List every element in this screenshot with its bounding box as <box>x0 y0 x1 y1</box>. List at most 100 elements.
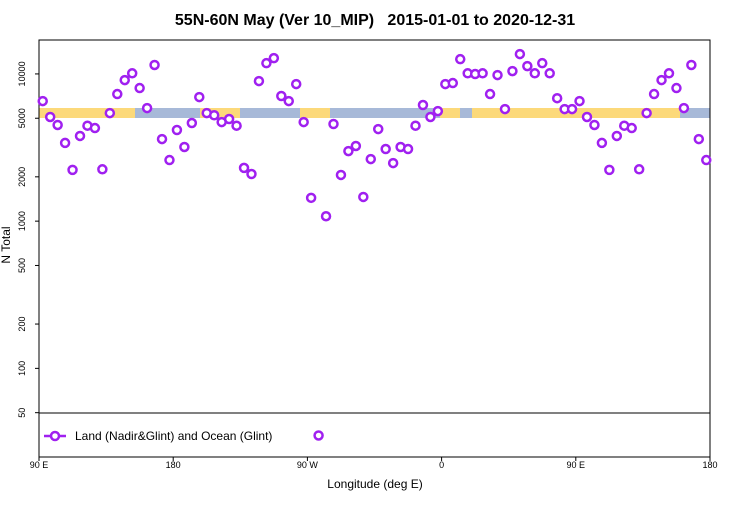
point <box>350 140 362 152</box>
point <box>551 92 563 104</box>
point <box>611 130 623 142</box>
x-tick-label: 90 W <box>297 460 319 470</box>
y-tick-label: 1000 <box>17 211 27 231</box>
point <box>89 122 101 134</box>
point <box>44 111 56 123</box>
point <box>194 91 205 103</box>
point <box>566 103 578 115</box>
point <box>67 164 78 176</box>
point <box>126 68 138 79</box>
point <box>477 68 488 79</box>
point <box>432 105 444 117</box>
point <box>641 107 652 119</box>
point <box>410 120 421 131</box>
point <box>320 210 332 222</box>
y-tick-label: 5000 <box>17 108 27 128</box>
point <box>372 123 384 135</box>
point <box>678 102 690 114</box>
point <box>686 59 697 71</box>
point <box>59 137 71 149</box>
point <box>633 164 645 175</box>
point <box>365 153 377 165</box>
x-tick-label: 180 <box>702 460 717 470</box>
point <box>663 68 675 79</box>
point <box>268 52 280 64</box>
y-tick-label: 10000 <box>17 61 27 86</box>
point <box>261 57 272 69</box>
x-tick-label: 0 <box>439 460 444 470</box>
point <box>529 68 541 79</box>
y-tick-label: 50 <box>17 408 27 418</box>
point <box>119 74 130 86</box>
point <box>499 103 511 115</box>
legend-marker <box>49 430 61 442</box>
point <box>537 57 548 69</box>
y-axis-label: N Total <box>0 226 13 263</box>
point <box>402 143 414 155</box>
point <box>447 77 459 89</box>
point <box>179 141 190 153</box>
point <box>514 48 526 60</box>
land-ocean-band <box>39 108 710 118</box>
point <box>581 111 593 123</box>
point <box>425 111 436 123</box>
point <box>484 88 496 100</box>
y-tick-label: 200 <box>17 317 27 332</box>
point <box>246 168 257 180</box>
point <box>141 102 153 114</box>
point <box>544 68 555 79</box>
point <box>283 95 295 107</box>
point <box>574 95 585 107</box>
point <box>589 119 600 131</box>
point <box>186 117 198 129</box>
point <box>417 99 429 111</box>
point <box>626 122 637 134</box>
point <box>74 130 86 142</box>
point <box>380 143 391 155</box>
point <box>507 65 518 77</box>
point <box>343 145 354 157</box>
y-tick-label: 2000 <box>17 167 27 187</box>
point <box>596 137 608 149</box>
point <box>522 60 533 72</box>
point <box>149 59 160 71</box>
point <box>648 88 660 100</box>
point <box>112 88 123 100</box>
x-tick-label: 90 E <box>567 460 586 470</box>
point <box>313 430 324 441</box>
y-tick-label: 500 <box>17 258 27 273</box>
point <box>97 164 108 175</box>
point <box>171 124 183 136</box>
point <box>276 90 287 102</box>
plot-frame <box>38 39 711 458</box>
point <box>358 191 369 203</box>
point <box>671 82 682 94</box>
point <box>335 169 347 181</box>
point <box>693 133 705 145</box>
point <box>164 154 175 166</box>
point <box>231 120 242 131</box>
point <box>223 113 235 125</box>
legend-label: Land (Nadir&Glint) and Ocean (Glint) <box>75 429 272 443</box>
point <box>387 157 399 169</box>
point <box>104 107 116 119</box>
x-tick-label: 90 E <box>30 460 49 470</box>
point <box>305 192 317 204</box>
point <box>701 154 712 166</box>
point <box>604 164 615 176</box>
x-axis-label: Longitude (deg E) <box>327 477 422 491</box>
point <box>208 109 220 121</box>
chart-title: 55N-60N May (Ver 10_MIP) 2015-01-01 to 2… <box>175 12 575 29</box>
point <box>156 133 168 145</box>
point <box>454 53 466 65</box>
point <box>134 82 145 94</box>
point <box>52 119 63 131</box>
point <box>290 78 302 90</box>
y-tick-label: 100 <box>17 361 27 376</box>
point <box>253 75 265 87</box>
point <box>656 74 667 86</box>
point <box>238 162 250 174</box>
point <box>492 69 503 81</box>
